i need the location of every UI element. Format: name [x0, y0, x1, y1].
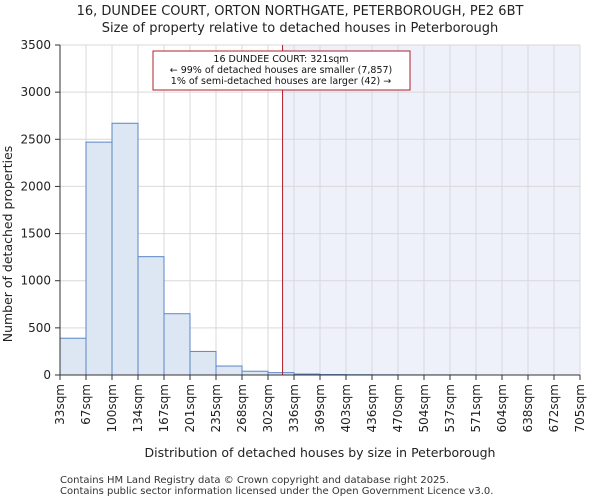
y-tick-label: 2000 [20, 179, 51, 193]
x-tick-label: 369sqm [313, 384, 327, 432]
x-tick-label: 336sqm [287, 384, 301, 432]
larger-property-region [282, 45, 580, 375]
bar [59, 337, 87, 376]
x-tick-label: 33sqm [53, 384, 67, 425]
x-tick-label: 638sqm [521, 384, 535, 432]
x-tick-label: 67sqm [79, 384, 93, 425]
y-tick-label: 2500 [20, 132, 51, 146]
x-tick-label: 167sqm [157, 384, 171, 432]
x-tick-label: 201sqm [183, 384, 197, 432]
x-tick-label: 705sqm [573, 384, 587, 432]
annotation-frame [152, 50, 411, 91]
y-tick-label: 1000 [20, 274, 51, 288]
y-tick-label: 0 [43, 368, 51, 382]
x-tick-label: 571sqm [469, 384, 483, 432]
bar [85, 141, 113, 376]
x-tick-label: 436sqm [365, 384, 379, 432]
x-tick-label: 134sqm [131, 384, 145, 432]
x-tick-label: 604sqm [495, 384, 509, 432]
chart-subtitle: Size of property relative to detached ho… [102, 21, 499, 36]
y-tick-label: 1500 [20, 227, 51, 241]
y-axis-ticks: 0 500 1000 1500 2000 2500 3000 3500 [20, 38, 60, 382]
x-tick-label: 672sqm [547, 384, 561, 432]
annotation-box: 16 DUNDEE COURT: 321sqm ← 99% of detache… [152, 50, 411, 91]
bar [163, 313, 191, 376]
x-tick-label: 302sqm [261, 384, 275, 432]
x-tick-label: 100sqm [105, 384, 119, 432]
x-tick-label: 268sqm [235, 384, 249, 432]
bar [215, 365, 243, 376]
y-tick-label: 3000 [20, 85, 51, 99]
x-tick-label: 403sqm [339, 384, 353, 432]
chart-title: 16, DUNDEE COURT, ORTON NORTHGATE, PETER… [77, 4, 524, 19]
bars [59, 122, 477, 376]
footer-line-1: Contains HM Land Registry data © Crown c… [60, 475, 449, 486]
annotation-line-1: 16 DUNDEE COURT: 321sqm [213, 54, 348, 65]
bar [241, 370, 269, 376]
y-axis-label: Number of detached properties [0, 146, 15, 343]
y-tick-label: 500 [28, 321, 51, 335]
x-tick-label: 504sqm [417, 384, 431, 432]
x-axis-ticks: 33sqm 67sqm 100sqm 134sqm 167sqm 201sqm 235sqm… [53, 375, 587, 432]
bar [137, 256, 165, 376]
bar [111, 122, 139, 376]
x-tick-label: 537sqm [443, 384, 457, 432]
y-tick-label: 3500 [20, 38, 51, 52]
x-tick-label: 470sqm [391, 384, 405, 432]
footer-line-2: Contains public sector information licen… [60, 486, 493, 497]
x-axis-label: Distribution of detached houses by size … [145, 445, 496, 460]
bar [189, 350, 217, 376]
annotation-line-3: 1% of semi-detached houses are larger (4… [171, 76, 391, 87]
annotation-line-2: ← 99% of detached houses are smaller (7,… [170, 65, 393, 76]
x-tick-label: 235sqm [209, 384, 223, 432]
